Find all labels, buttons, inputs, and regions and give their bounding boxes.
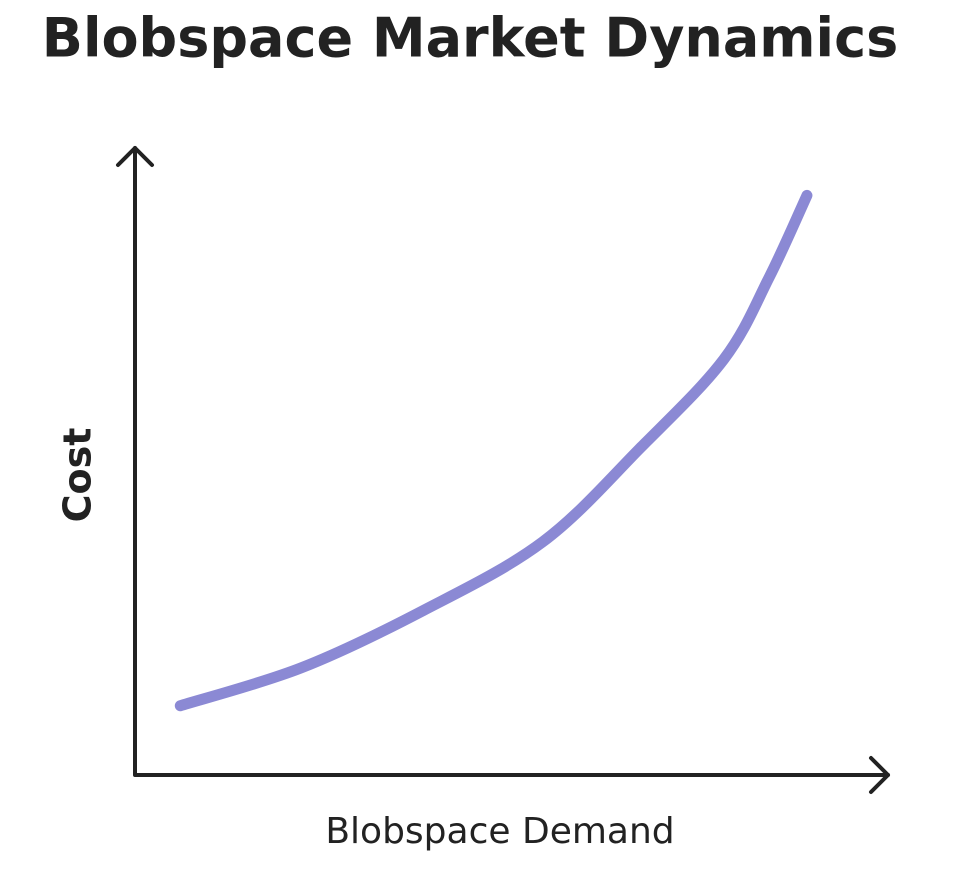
- x-axis-label: Blobspace Demand: [325, 811, 674, 852]
- y-arrow: [116, 146, 154, 167]
- axis-lines: [133, 146, 890, 777]
- line: [174, 189, 813, 712]
- y-axis-label: Cost: [56, 428, 100, 523]
- chart-title: Blobspace Market Dynamics: [42, 7, 898, 70]
- axes: [116, 146, 890, 794]
- x-arrow: [869, 756, 890, 794]
